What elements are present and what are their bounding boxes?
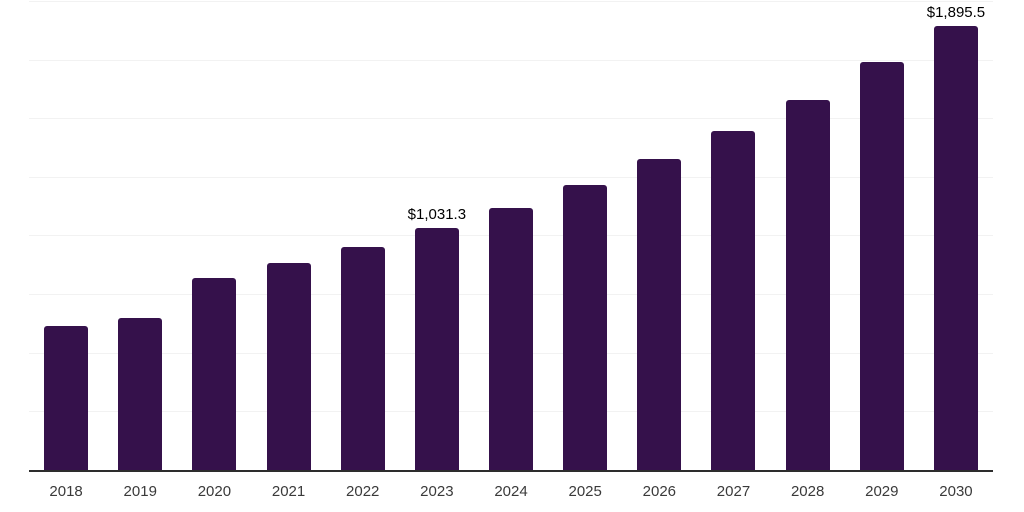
bar-2025 (563, 184, 608, 470)
x-tick-label-2022: 2022 (346, 483, 380, 500)
plot-area: $1,031.3 $1,895.5 (29, 1, 993, 472)
bar-2023 (414, 228, 459, 470)
x-tick-label-2021: 2021 (271, 483, 306, 500)
bar-band-2023: $1,031.3 (400, 1, 474, 470)
gridline (29, 118, 993, 119)
x-tick-label-2029: 2029 (865, 483, 899, 500)
gridline (29, 177, 993, 178)
bar-band-2020 (177, 1, 251, 470)
x-tick-label-2018: 2018 (49, 483, 83, 500)
bar-band-2019 (103, 1, 177, 470)
x-tick-label-2024: 2024 (494, 483, 528, 500)
gridline (29, 1, 993, 2)
x-tick-label-2028: 2028 (790, 483, 825, 500)
bar-2020 (192, 277, 237, 470)
bar-band-2029 (845, 1, 919, 470)
x-tick-label-2030: 2030 (939, 483, 973, 500)
x-tick-label-2019: 2019 (123, 483, 157, 500)
bar-2026 (637, 158, 682, 470)
bar-2024 (489, 208, 534, 470)
bar-2027 (711, 131, 756, 470)
x-tick-label-2027: 2027 (716, 483, 751, 500)
x-tick-label-2023: 2023 (420, 483, 454, 500)
bars-container: $1,031.3 $1,895.5 (29, 1, 993, 470)
bar-2028 (785, 99, 830, 470)
x-tick-label-2026: 2026 (642, 483, 677, 500)
bar-2019 (118, 317, 163, 470)
data-label-2023: $1,031.3 (407, 206, 467, 224)
x-axis-labels: 2018 2019 2020 2021 2022 2023 2024 2025 2026 2027… (29, 482, 993, 502)
x-tick-label-2020: 2020 (197, 483, 232, 500)
bar-band-2028 (771, 1, 845, 470)
x-tick-label-2025: 2025 (568, 483, 602, 500)
bar-band-2030: $1,895.5 (919, 1, 993, 470)
bar-band-2025 (548, 1, 622, 470)
bar-band-2026 (622, 1, 696, 470)
bar-2021 (266, 262, 311, 470)
bar-band-2022 (326, 1, 400, 470)
bar-2022 (340, 246, 385, 470)
bar-band-2018 (29, 1, 103, 470)
data-label-2030: $1,895.5 (926, 3, 986, 21)
bar-band-2024 (474, 1, 548, 470)
bar-2029 (859, 62, 904, 470)
gridline (29, 60, 993, 61)
bar-band-2027 (696, 1, 770, 470)
bar-2030 (933, 25, 978, 470)
bar-2018 (44, 325, 89, 470)
bar-band-2021 (251, 1, 325, 470)
